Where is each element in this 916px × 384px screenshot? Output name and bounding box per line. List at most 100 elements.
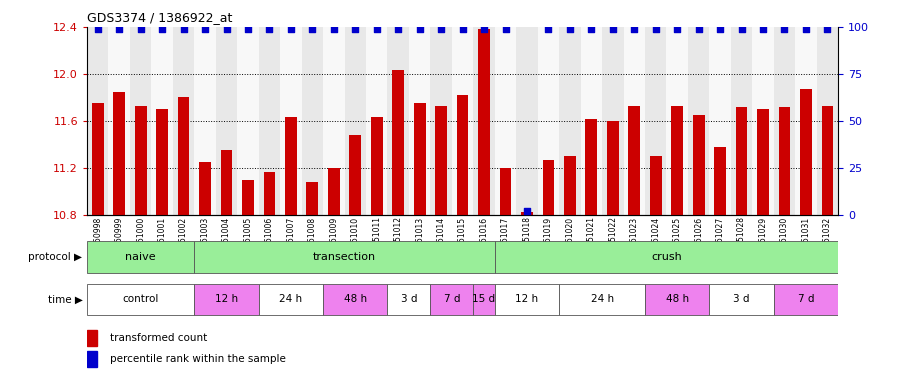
Bar [822,106,834,215]
Text: 15 d: 15 d [473,294,496,304]
Point [541,26,556,32]
Point [777,26,791,32]
Bar [495,284,559,315]
Point [605,26,620,32]
Bar [649,156,661,215]
Bar [817,27,838,215]
Bar [323,284,387,315]
Point [176,26,191,32]
Bar [178,98,190,215]
Point [434,26,449,32]
Point [735,26,749,32]
Bar [194,27,216,215]
Bar [495,242,838,273]
Text: 48 h: 48 h [344,294,366,304]
Point [112,26,126,32]
Bar [431,284,474,315]
Bar [709,284,774,315]
Bar [435,106,447,215]
Text: 48 h: 48 h [666,294,689,304]
Point [219,26,234,32]
Point [198,26,213,32]
Bar [114,91,125,215]
Bar [344,27,366,215]
Bar [258,284,323,315]
Text: 24 h: 24 h [591,294,614,304]
Point [713,26,727,32]
Bar [752,27,774,215]
Bar [301,27,323,215]
Point [305,26,320,32]
Bar [542,160,554,215]
Point [91,26,105,32]
Bar [151,27,173,215]
Bar [87,329,97,346]
Bar [795,27,817,215]
Bar [414,103,426,215]
Bar [538,27,559,215]
Point [155,26,169,32]
Bar [216,27,237,215]
Point [820,26,834,32]
Bar [87,242,194,273]
Bar [173,27,194,215]
Bar [452,27,474,215]
Point [670,26,684,32]
Bar [624,27,645,215]
Bar [774,27,795,215]
Bar [645,27,667,215]
Bar [758,109,769,215]
Bar [495,27,517,215]
Text: 7 d: 7 d [443,294,460,304]
Bar [667,27,688,215]
Bar [457,95,468,215]
Point [262,26,277,32]
Bar [392,70,404,215]
Bar [671,106,683,215]
Point [326,26,341,32]
Bar [323,27,344,215]
Bar [366,27,387,215]
Bar [521,212,533,215]
Text: 12 h: 12 h [215,294,238,304]
Bar [328,168,340,215]
Point [627,26,641,32]
Text: GDS3374 / 1386922_at: GDS3374 / 1386922_at [87,11,233,24]
Text: 24 h: 24 h [279,294,302,304]
Point [756,26,770,32]
Bar [581,27,602,215]
Bar [157,109,168,215]
Bar [194,242,495,273]
Bar [517,27,538,215]
Point [134,26,148,32]
Bar [258,27,280,215]
Text: protocol ▶: protocol ▶ [28,252,82,262]
Bar [688,27,709,215]
Point [562,26,577,32]
Bar [774,284,838,315]
Point [455,26,470,32]
Bar [387,284,431,315]
Bar [307,182,318,215]
Bar [87,27,108,215]
Point [799,26,813,32]
Bar [628,106,640,215]
Bar [731,27,752,215]
Text: transection: transection [313,252,376,262]
Bar [714,147,726,215]
Point [649,26,663,32]
Bar [387,27,409,215]
Point [584,26,599,32]
Bar [602,27,624,215]
Bar [199,162,211,215]
Bar [130,27,151,215]
Point [498,26,513,32]
Bar [264,172,276,215]
Text: 3 d: 3 d [734,294,750,304]
Bar [431,27,452,215]
Bar [779,107,791,215]
Point [692,26,706,32]
Bar [564,156,576,215]
Bar [409,27,431,215]
Bar [242,180,254,215]
